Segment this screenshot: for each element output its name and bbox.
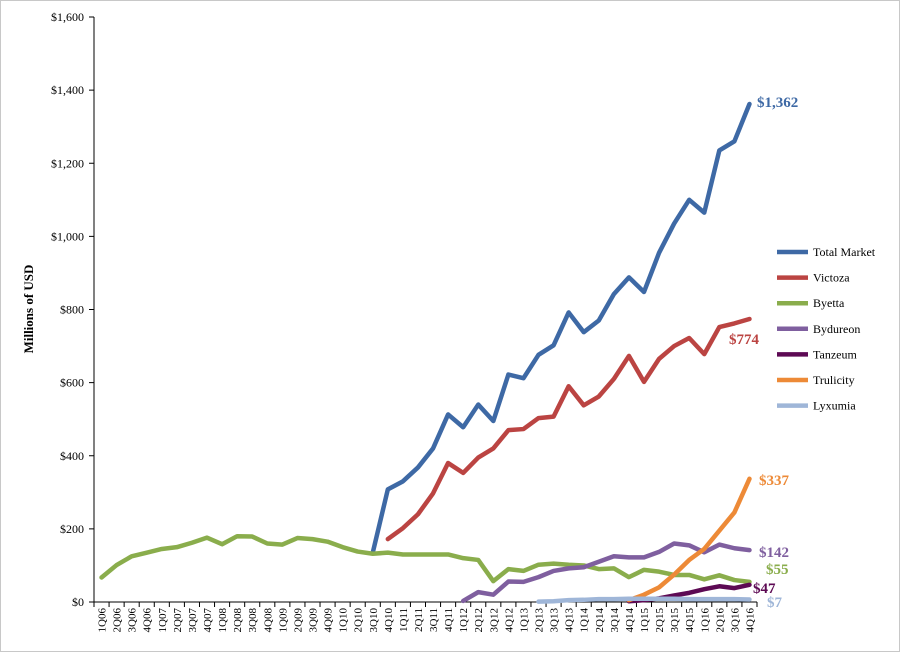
- x-tick-label: 3Q10: [368, 608, 380, 633]
- x-tick-label: 1Q09: [277, 608, 289, 633]
- x-tick-label: 1Q08: [217, 608, 229, 633]
- x-tick-label: 3Q06: [127, 608, 139, 633]
- x-tick-label: 4Q09: [323, 608, 335, 633]
- x-tick-label: 1Q15: [639, 608, 651, 633]
- y-tick-label: $200: [60, 522, 84, 536]
- x-tick-label: 2Q11: [413, 608, 425, 632]
- y-ticks: $0 $200 $400 $600 $800 $1,000 $1,200 $1,400 $1,6…: [51, 10, 94, 609]
- x-tick-label: 4Q15: [684, 608, 696, 633]
- y-tick-label: $800: [60, 303, 84, 317]
- end-label-trulicity: $337: [759, 473, 790, 489]
- series-line-byetta: [99, 533, 752, 585]
- y-tick-label: $1,000: [51, 229, 84, 243]
- x-tick-label: 3Q11: [428, 608, 440, 632]
- x-tick-label: 1Q11: [398, 608, 410, 632]
- x-tick-label: 3Q09: [307, 608, 319, 633]
- x-tick-label: 3Q16: [729, 608, 741, 633]
- x-tick-label: 2Q16: [714, 608, 726, 633]
- end-labels: $1,362 $774 $55$142 $47 $337 $7: [729, 95, 798, 611]
- x-tick-label: 2Q13: [534, 608, 546, 633]
- series-line-victoza: [385, 316, 752, 542]
- x-tick-label: 4Q11: [443, 608, 455, 632]
- y-tick-label: $1,400: [51, 83, 84, 97]
- x-axis: 1Q06 2Q06 3Q06 4Q06 1Q07 2Q07 3Q07 4Q07 1Q08 2Q08…: [93, 601, 758, 633]
- x-tick-label: 4Q08: [262, 608, 274, 633]
- x-tick-label: 2Q07: [172, 608, 184, 633]
- x-tick-label: 3Q08: [247, 608, 259, 633]
- x-tick-label: 3Q07: [187, 608, 199, 633]
- legend-label-bydureon: Bydureon: [813, 322, 860, 336]
- x-tick-label: 4Q06: [142, 608, 154, 633]
- x-tick-label: 1Q13: [518, 608, 530, 633]
- x-tick-label: 3Q13: [549, 608, 561, 633]
- x-tick-label: 4Q16: [744, 608, 756, 633]
- series-layer: [99, 101, 752, 604]
- y-tick-label: $600: [60, 376, 84, 390]
- y-tick-label: $1,200: [51, 156, 84, 170]
- x-tick-label: 4Q13: [564, 608, 576, 633]
- y-tick-label: $1,600: [51, 10, 84, 24]
- legend-label-lyxumia: Lyxumia: [813, 399, 856, 413]
- y-axis: $0 $200 $400 $600 $800 $1,000 $1,200 $1,400 $1,6…: [51, 10, 95, 609]
- x-tick-label: 1Q14: [579, 608, 591, 633]
- legend-label-victoza: Victoza: [813, 271, 850, 285]
- y-axis-title: Millions of USD: [21, 265, 36, 354]
- x-tick-label: 1Q06: [97, 608, 109, 633]
- y-tick-label: $400: [60, 449, 84, 463]
- x-tick-label: 4Q07: [202, 608, 214, 633]
- x-tick-label: 1Q16: [699, 608, 711, 633]
- series-line-lyxumia: [536, 596, 752, 604]
- x-tick-label: 4Q10: [383, 608, 395, 633]
- end-label-tanzeum: $47: [753, 581, 776, 597]
- x-tick-label: 1Q12: [458, 608, 470, 632]
- x-tick-label: 2Q10: [353, 608, 365, 633]
- x-tick-label: 3Q14: [609, 608, 621, 633]
- legend-label-byetta: Byetta: [813, 296, 845, 310]
- series-line-total-market: [370, 101, 752, 555]
- x-tick-label: 3Q12: [488, 608, 500, 632]
- legend-label-trulicity: Trulicity: [813, 373, 855, 387]
- x-tick-label: 2Q08: [232, 608, 244, 633]
- x-tick-label: 2Q14: [594, 608, 606, 633]
- legend-label-tanzeum: Tanzeum: [813, 347, 857, 361]
- x-tick-label: 3Q15: [669, 608, 681, 633]
- end-label-total-market: $1,362: [757, 95, 798, 111]
- x-tick-label: 1Q10: [338, 608, 350, 633]
- end-label-bydureon: $142: [759, 545, 789, 561]
- legend: Total Market Victoza Byetta Bydureon Tanzeum…: [777, 245, 876, 413]
- x-tick-label: 1Q07: [157, 608, 169, 633]
- x-tick-label: 2Q09: [292, 608, 304, 633]
- x-tick-label: 2Q12: [473, 608, 485, 632]
- x-ticks: 1Q06 2Q06 3Q06 4Q06 1Q07 2Q07 3Q07 4Q07 1Q08 2Q08…: [93, 602, 758, 633]
- series-line-trulicity: [626, 476, 752, 603]
- end-label-byetta: $55: [766, 562, 789, 578]
- end-label-lyxumia: $7: [767, 595, 783, 611]
- x-tick-label: 2Q06: [112, 608, 124, 633]
- end-label-victoza: $774: [729, 332, 760, 348]
- x-tick-label: 4Q12: [503, 608, 515, 632]
- x-tick-label: 4Q14: [624, 608, 636, 633]
- legend-label-total-market: Total Market: [813, 245, 876, 259]
- y-tick-label: $0: [72, 595, 84, 609]
- x-tick-label: 2Q15: [654, 608, 666, 633]
